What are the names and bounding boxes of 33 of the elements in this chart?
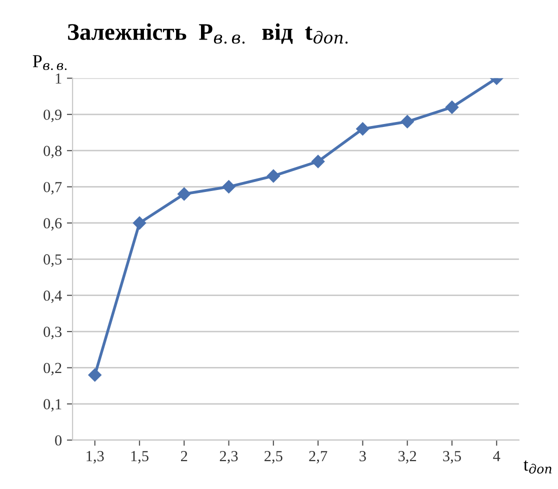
x-tick-label: 3,5	[443, 451, 461, 464]
y-tick-label: 0,4	[44, 290, 62, 304]
y-axis-title: P$_{в.в.}$	[32, 55, 67, 70]
point	[178, 187, 191, 201]
y-tick-label: 0,5	[44, 254, 62, 267]
y-tick-label: 0,6	[44, 218, 62, 231]
point	[445, 100, 459, 114]
point	[266, 169, 280, 183]
x-tick-label: 2,7	[309, 451, 328, 464]
point	[222, 180, 236, 194]
x-tick-label: 3	[360, 451, 366, 462]
x-tick-label: 2,5	[264, 451, 282, 464]
y-tick-label: 0	[55, 435, 62, 446]
y-tick-label: 0,8	[44, 146, 62, 158]
point	[88, 368, 102, 382]
x-tick-label: 2	[180, 451, 188, 462]
y-tick-label: 1	[56, 73, 62, 84]
x-tick-label: 3,2	[398, 451, 416, 464]
y-tick-label: 0,9	[44, 110, 62, 122]
y-tick-label: 0,2	[44, 362, 62, 376]
point	[132, 216, 146, 230]
x-tick-label: 2,3	[220, 451, 238, 464]
point	[356, 122, 370, 136]
x-tick-label: 4	[493, 451, 500, 462]
x-axis-title: t$_{доп}$	[524, 460, 552, 474]
point	[311, 154, 325, 168]
x-tick-label: 1,3	[86, 451, 104, 464]
y-tick-label: 0,1	[44, 399, 62, 412]
chart-title: Залежність P$_{в.в.}$ від t$_{доп.}$	[68, 23, 348, 44]
point	[400, 115, 414, 128]
y-tick-label: 0,3	[44, 326, 62, 340]
x-tick-label: 1,5	[131, 451, 148, 464]
y-tick-label: 0,7	[44, 182, 62, 194]
